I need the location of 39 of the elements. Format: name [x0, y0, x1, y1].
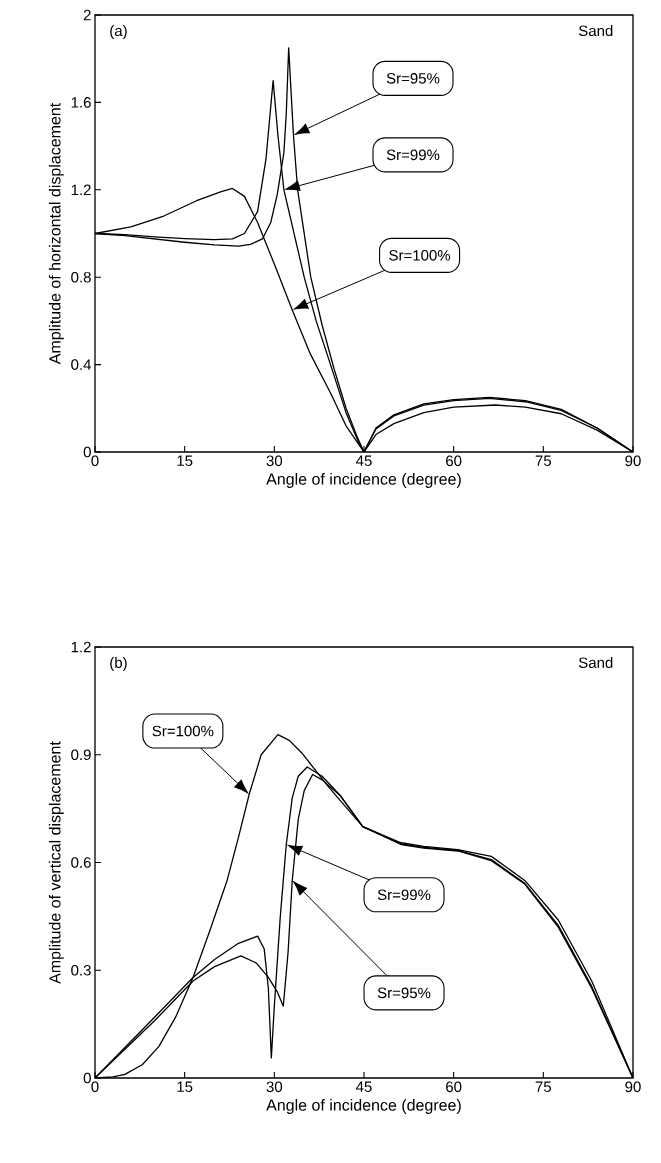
x-tick-label: 60	[446, 1081, 462, 1093]
x-tick-label: 30	[266, 1081, 283, 1093]
legend-label: Sr=95%	[377, 987, 431, 999]
legend-label: Sr=99%	[377, 889, 431, 901]
legend-label: Sr=100%	[152, 725, 214, 737]
annotation: (b)	[110, 656, 127, 671]
legend-label: Sr=99%	[386, 149, 440, 161]
y-tick-label: 1.2	[71, 184, 91, 196]
y-axis-title: Amplitude of horizontal displacement	[48, 102, 64, 365]
y-tick-label: 2	[83, 9, 91, 21]
x-axis-title: Angle of incidence (degree)	[266, 1099, 461, 1114]
x-tick-label: 75	[535, 1081, 552, 1092]
x-tick-label: 90	[625, 455, 641, 467]
x-tick-label: 0	[91, 455, 99, 467]
annotation: Sand	[578, 25, 613, 37]
y-tick-label: 1.2	[71, 641, 91, 653]
y-tick-label: 0.9	[71, 749, 91, 761]
x-tick-label: 90	[625, 1081, 641, 1093]
y-tick-label: 0.3	[71, 964, 91, 976]
y-tick-label: 0.4	[71, 359, 92, 370]
legend-label: Sr=95%	[386, 73, 440, 84]
y-tick-label: 0	[83, 1072, 91, 1084]
x-tick-label: 75	[535, 455, 552, 466]
x-tick-label: 30	[266, 455, 283, 467]
annotation: Sand	[578, 656, 613, 668]
y-tick-label: 0.6	[71, 857, 91, 868]
annotation: (a)	[110, 25, 127, 40]
y-axis-title: Amplitude of vertical displacement	[48, 741, 64, 984]
x-tick-label: 15	[177, 455, 193, 466]
legend-label: Sr=100%	[389, 250, 451, 261]
x-tick-label: 15	[177, 1081, 193, 1092]
y-tick-label: 0.8	[71, 271, 91, 283]
y-tick-label: 1.6	[71, 97, 91, 108]
x-tick-label: 45	[355, 455, 372, 466]
y-tick-label: 0	[83, 446, 91, 458]
x-axis-title: Angle of incidence (degree)	[266, 473, 461, 488]
x-tick-label: 0	[91, 1081, 99, 1093]
x-tick-label: 45	[355, 1081, 372, 1092]
x-tick-label: 60	[446, 455, 462, 467]
